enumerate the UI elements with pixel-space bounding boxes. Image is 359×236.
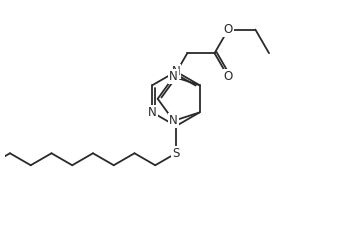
Text: N: N [148, 106, 157, 119]
Text: N: N [169, 70, 178, 83]
Text: O: O [224, 70, 233, 83]
Text: N: N [169, 114, 178, 127]
Text: O: O [224, 23, 233, 36]
Text: N: N [172, 65, 180, 78]
Text: S: S [172, 147, 180, 160]
